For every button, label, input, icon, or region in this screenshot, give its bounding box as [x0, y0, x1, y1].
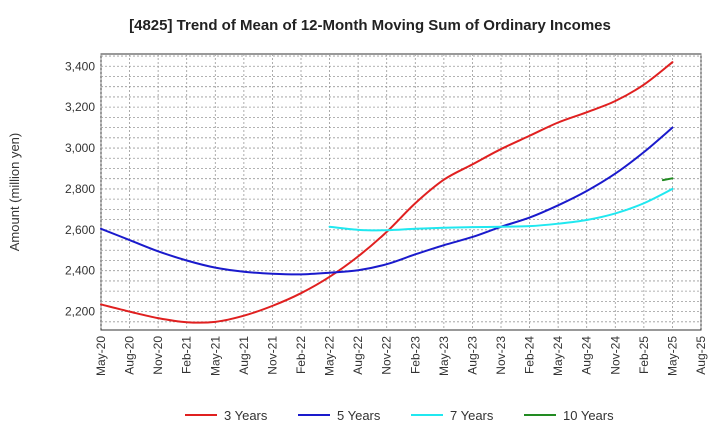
x-tick-label: Feb-24	[523, 336, 537, 374]
legend-item: 3 Years	[185, 408, 268, 423]
legend-item: 10 Years	[524, 408, 614, 423]
x-tick-label: May-24	[551, 336, 565, 376]
x-tick-label: May-22	[323, 336, 337, 376]
x-tick-label: May-21	[208, 336, 222, 376]
y-tick-label: 2,200	[65, 305, 95, 319]
legend-label: 5 Years	[337, 408, 381, 423]
x-tick-label: Aug-20	[123, 336, 137, 375]
y-axis-label: Amount (million yen)	[7, 133, 22, 252]
x-tick-label: May-23	[437, 336, 451, 376]
x-tick-label: Aug-21	[237, 336, 251, 375]
x-tick-label: Aug-24	[580, 336, 594, 375]
y-tick-label: 3,200	[65, 100, 95, 114]
legend: 3 Years 5 Years 7 Years 10 Years	[185, 408, 614, 423]
x-tick-label: Feb-21	[180, 336, 194, 374]
x-tick-label: Aug-22	[351, 336, 365, 375]
series-line-3-years	[100, 61, 674, 324]
series-layer	[100, 61, 674, 324]
x-tick-label: Nov-22	[380, 336, 394, 375]
y-axis: 2,200 2,400 2,600 2,800 3,000 3,200 3,400	[65, 59, 95, 318]
y-tick-label: 2,400	[65, 264, 95, 278]
x-tick-label: Feb-23	[408, 336, 422, 374]
y-tick-label: 3,000	[65, 141, 95, 155]
series-line-10-years	[661, 177, 674, 182]
grid	[100, 54, 702, 330]
x-tick-label: Feb-22	[294, 336, 308, 374]
legend-label: 3 Years	[224, 408, 268, 423]
x-tick-label: Aug-23	[465, 336, 479, 375]
legend-label: 10 Years	[563, 408, 614, 423]
legend-item: 7 Years	[411, 408, 494, 423]
x-tick-label: Feb-25	[637, 336, 651, 374]
x-tick-label: Nov-24	[608, 336, 622, 375]
x-tick-label: Nov-23	[494, 336, 508, 375]
series-line-5-years	[100, 126, 674, 276]
y-tick-label: 2,800	[65, 182, 95, 196]
chart-title: [4825] Trend of Mean of 12-Month Moving …	[129, 17, 611, 34]
plot-area	[100, 53, 702, 331]
x-tick-label: Nov-20	[151, 336, 165, 375]
series-line-7-years	[328, 187, 674, 232]
legend-item: 5 Years	[298, 408, 381, 423]
y-tick-label: 2,600	[65, 223, 95, 237]
legend-label: 7 Years	[450, 408, 494, 423]
x-tick-label: May-20	[94, 336, 108, 376]
x-tick-label: May-25	[665, 336, 679, 376]
x-axis: May-20 Aug-20 Nov-20 Feb-21 May-21 Aug-21 Nov-…	[94, 336, 708, 376]
x-tick-label: Nov-21	[265, 336, 279, 375]
y-tick-label: 3,400	[65, 59, 95, 73]
x-tick-label: Aug-25	[694, 336, 708, 375]
